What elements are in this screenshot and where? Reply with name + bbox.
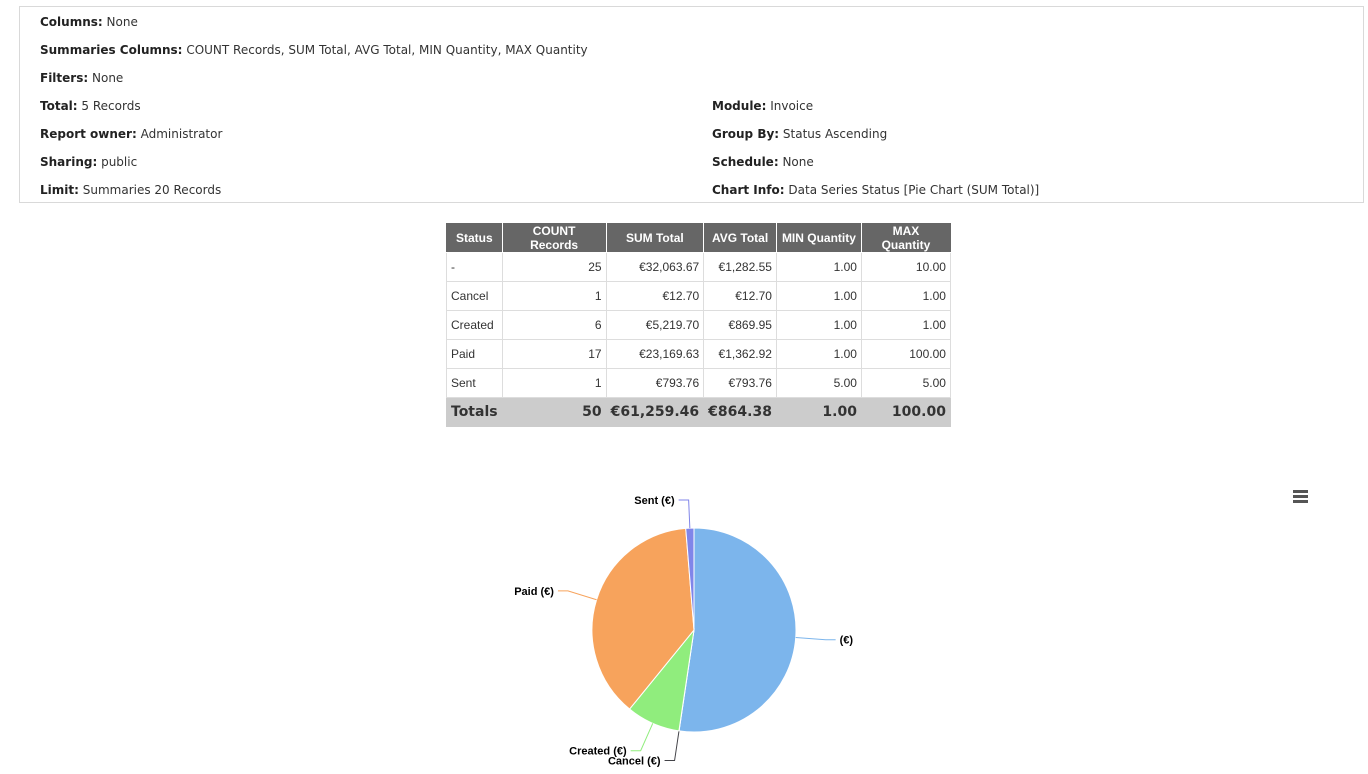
cell-count: 1 <box>501 368 607 398</box>
cell-sum: €32,063.67 <box>605 252 705 282</box>
totals-max: 100.00 <box>860 397 951 427</box>
cell-avg: €1,282.55 <box>703 252 777 282</box>
info-groupby: Group By: Status Ascending <box>712 126 887 142</box>
cell-avg: €793.76 <box>703 368 777 398</box>
totals-sum: €61,259.46 <box>605 397 705 427</box>
pie-chart-container: (€) Cancel (€) Created (€) Paid (€) Sent (€) <box>0 470 1368 774</box>
info-chartinfo-label: Chart Info: <box>712 183 785 197</box>
info-module-label: Module: <box>712 99 767 113</box>
cell-sum: €793.76 <box>605 368 705 398</box>
header-max-quantity: MAX Quantity <box>860 223 951 253</box>
cell-count: 25 <box>501 252 607 282</box>
cell-status: Paid <box>446 339 503 369</box>
table-row: Sent 1 €793.76 €793.76 5.00 5.00 <box>446 368 951 398</box>
info-schedule-label: Schedule: <box>712 155 779 169</box>
pie-connector <box>795 636 836 641</box>
info-columns-label: Columns: <box>40 15 103 29</box>
cell-avg: €869.95 <box>703 310 777 340</box>
hamburger-menu-icon[interactable] <box>1290 490 1312 506</box>
header-status: Status <box>446 223 503 253</box>
cell-count: 17 <box>501 339 607 369</box>
header-sum-total: SUM Total <box>605 223 705 253</box>
table-row: Created 6 €5,219.70 €869.95 1.00 1.00 <box>446 310 951 340</box>
info-filters-label: Filters: <box>40 71 89 85</box>
pie-slice[interactable] <box>591 527 695 710</box>
table-row: Paid 17 €23,169.63 €1,362.92 1.00 100.00 <box>446 339 951 369</box>
cell-max: 1.00 <box>860 310 951 340</box>
totals-row: Totals 50 €61,259.46 €864.38 1.00 100.00 <box>446 397 951 427</box>
cell-max: 1.00 <box>860 281 951 311</box>
table-row: Cancel 1 €12.70 €12.70 1.00 1.00 <box>446 281 951 311</box>
info-sharing: Sharing: public <box>40 154 137 170</box>
info-limit-value: Summaries 20 Records <box>82 183 222 197</box>
cell-status: Cancel <box>446 281 503 311</box>
cell-min: 1.00 <box>775 252 862 282</box>
cell-avg: €1,362.92 <box>703 339 777 369</box>
cell-status: - <box>446 252 503 282</box>
pie-label: (€) <box>840 635 854 647</box>
info-columns: Columns: None <box>40 14 138 30</box>
info-summaries: Summaries Columns: COUNT Records, SUM To… <box>40 42 588 58</box>
cell-min: 1.00 <box>775 281 862 311</box>
info-limit: Limit: Summaries 20 Records <box>40 182 221 198</box>
info-owner-value: Administrator <box>140 127 223 141</box>
pie-connector <box>630 723 654 752</box>
pie-connector <box>678 499 691 529</box>
cell-min: 5.00 <box>775 368 862 398</box>
info-total-label: Total: <box>40 99 78 113</box>
cell-count: 1 <box>501 281 607 311</box>
info-summaries-label: Summaries Columns: <box>40 43 183 57</box>
pie-chart: (€) Cancel (€)Created (€) Paid (€) Sent (€) <box>514 495 854 768</box>
cell-sum: €12.70 <box>605 281 705 311</box>
info-schedule-value: None <box>782 155 814 169</box>
header-count-records: COUNT Records <box>501 223 607 253</box>
header-min-quantity: MIN Quantity <box>775 223 862 253</box>
info-chartinfo-value: Data Series Status [Pie Chart (SUM Total… <box>788 183 1040 197</box>
cell-avg: €12.70 <box>703 281 777 311</box>
info-groupby-value: Status Ascending <box>782 127 888 141</box>
cell-count: 6 <box>501 310 607 340</box>
cell-max: 10.00 <box>860 252 951 282</box>
cell-status: Sent <box>446 368 503 398</box>
cell-min: 1.00 <box>775 310 862 340</box>
info-columns-value: None <box>106 15 138 29</box>
pie-label: Cancel (€) <box>608 756 661 768</box>
info-module-value: Invoice <box>770 99 814 113</box>
info-chartinfo: Chart Info: Data Series Status [Pie Char… <box>712 182 1039 198</box>
header-avg-total: AVG Total <box>703 223 777 253</box>
totals-avg: €864.38 <box>703 397 777 427</box>
info-owner-label: Report owner: <box>40 127 137 141</box>
info-sharing-value: public <box>101 155 138 169</box>
info-total: Total: 5 Records <box>40 98 141 114</box>
info-schedule: Schedule: None <box>712 154 814 170</box>
pie-slice[interactable] <box>678 527 797 733</box>
info-summaries-value: COUNT Records, SUM Total, AVG Total, MIN… <box>186 43 588 57</box>
pie-connector <box>664 730 680 762</box>
cell-sum: €23,169.63 <box>605 339 705 369</box>
info-limit-label: Limit: <box>40 183 79 197</box>
pie-label: Paid (€) <box>514 586 554 598</box>
pie-label: Created (€) <box>569 746 627 758</box>
cell-max: 5.00 <box>860 368 951 398</box>
pie-label: Sent (€) <box>634 495 675 507</box>
info-module: Module: Invoice <box>712 98 813 114</box>
cell-sum: €5,219.70 <box>605 310 705 340</box>
info-filters: Filters: None <box>40 70 123 86</box>
info-owner: Report owner: Administrator <box>40 126 222 142</box>
info-filters-value: None <box>92 71 124 85</box>
table-row: - 25 €32,063.67 €1,282.55 1.00 10.00 <box>446 252 951 282</box>
cell-min: 1.00 <box>775 339 862 369</box>
pie-connector <box>557 590 597 601</box>
cell-max: 100.00 <box>860 339 951 369</box>
cell-status: Created <box>446 310 503 340</box>
summary-table: Status COUNT Records SUM Total AVG Total… <box>446 223 951 427</box>
info-groupby-label: Group By: <box>712 127 780 141</box>
totals-min: 1.00 <box>775 397 862 427</box>
info-total-value: 5 Records <box>81 99 141 113</box>
info-sharing-label: Sharing: <box>40 155 98 169</box>
table-header-row: Status COUNT Records SUM Total AVG Total… <box>446 223 951 253</box>
report-info-panel: Columns: None Summaries Columns: COUNT R… <box>19 6 1364 203</box>
totals-label: Totals <box>446 397 503 427</box>
totals-count: 50 <box>501 397 607 427</box>
